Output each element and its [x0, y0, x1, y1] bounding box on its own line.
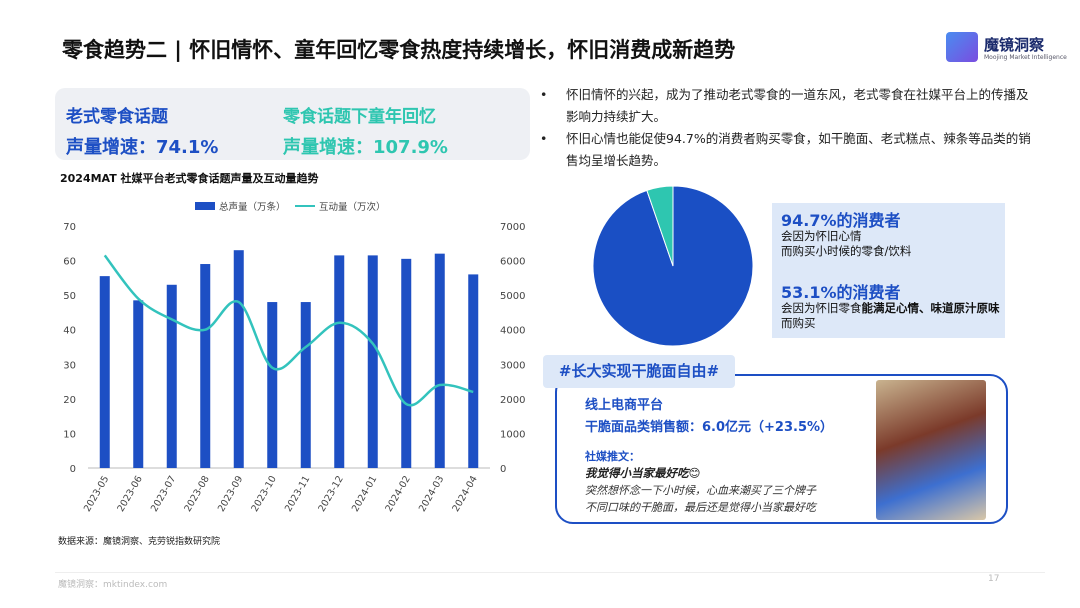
bullet: • 怀旧情怀的兴起，成为了推动老式零食的一道东风，老式零食在社媒平台上的传播及影响…: [540, 84, 1040, 128]
note-text: 会因为怀旧零食能满足心情、味道原汁原味而购买: [781, 301, 1001, 331]
bullets: • 怀旧情怀的兴起，成为了推动老式零食的一道东风，老式零食在社媒平台上的传播及影响…: [540, 84, 1040, 172]
pie-chart: [592, 185, 754, 347]
stat-label: 老式零食话题: [66, 107, 168, 127]
bullet: • 怀旧心情也能促使94.7%的消费者购买零食，如干脆面、老式糕点、辣条等品类的销…: [540, 128, 1040, 172]
bullet-text: 怀旧心情也能促使94.7%的消费者购买零食，如干脆面、老式糕点、辣条等品类的销售…: [566, 131, 1031, 168]
page-number: 17: [988, 574, 1000, 584]
bar: [367, 255, 378, 468]
logo-mark: [946, 32, 978, 62]
y-tick-label: 10: [63, 429, 76, 440]
note-text: 会因为怀旧心情 而购买小时候的零食/饮料: [781, 229, 911, 259]
bar: [233, 250, 244, 468]
case-platform: 线上电商平台: [585, 398, 664, 413]
x-tick-label: 2024-02: [383, 474, 412, 514]
x-tick-label: 2024-04: [450, 474, 479, 514]
brand: 魔镜洞察: [984, 36, 1045, 54]
post-line: 突然想怀念一下小时候，心血来潮买了三个牌子: [585, 484, 816, 497]
case-post-body: 突然想怀念一下小时候，心血来潮买了三个牌子 不同口味的干脆面，最后还是觉得小当家最…: [585, 482, 816, 516]
y2-tick-label: 6000: [500, 257, 525, 268]
y2-tick-label: 4000: [500, 326, 525, 337]
note-line: 会因为怀旧心情: [781, 229, 862, 243]
pie-slice: [646, 185, 674, 267]
x-tick-label: 2023-08: [182, 474, 211, 514]
bar: [166, 284, 177, 468]
y-tick-label: 50: [63, 291, 76, 302]
footer-rule: [55, 572, 1045, 573]
source: 数据来源：魔镜洞察、克劳锐指数研究院: [58, 537, 221, 547]
legend-swatch: [195, 202, 215, 210]
combo-chart: 2024MAT 社媒平台老式零食话题声量及互动量趋势 0 10 20 30 40 50 60 7…: [60, 171, 525, 514]
y2-tick-label: 7000: [500, 222, 525, 233]
bar: [300, 302, 311, 468]
note-part: 会因为怀旧零食: [781, 301, 862, 315]
stats-box: [55, 88, 530, 160]
bar: [267, 302, 278, 468]
y2-tick-label: 0: [500, 464, 506, 475]
case-box: [555, 374, 1008, 524]
x-tick-label: 2024-03: [417, 474, 446, 514]
x-tick-label: 2023-11: [283, 474, 312, 514]
bullet-text: 怀旧情怀的兴起，成为了推动老式零食的一道东风，老式零食在社媒平台上的传播及影响力…: [566, 87, 1029, 124]
note-bold: 能满足心情、味道原汁原味: [861, 301, 1000, 315]
y2-tick-label: 5000: [500, 291, 525, 302]
slide-title: 零食趋势二 | 怀旧情怀、童年回忆零食热度持续增长，怀旧消费成新趋势: [62, 38, 736, 62]
legend-label: 互动量（万次）: [319, 201, 386, 213]
stat-value: 声量增速：74.1%: [66, 137, 219, 158]
pie-note-box: [772, 203, 1005, 338]
y2-tick-label: 3000: [500, 360, 525, 371]
line: [103, 254, 474, 407]
bar: [401, 258, 412, 468]
bar: [468, 274, 479, 468]
y2-tick-label: 1000: [500, 429, 525, 440]
x-tick-label: 2024-01: [350, 474, 379, 514]
x-tick-label: 2023-06: [115, 474, 144, 514]
product-photo: [876, 380, 986, 520]
case-tag: #长大实现干脆面自由#: [543, 355, 735, 388]
bar: [99, 276, 110, 468]
y-tick-label: 0: [70, 464, 76, 475]
note-head: 94.7%的消费者: [781, 211, 901, 230]
y-tick-label: 20: [63, 395, 76, 406]
y-tick-label: 70: [63, 222, 76, 233]
y2-tick-label: 2000: [500, 395, 525, 406]
x-tick-label: 2023-10: [249, 474, 278, 514]
note-part: 而购买: [781, 316, 816, 330]
brand-sub: Moojing Market Intelligence: [984, 54, 1067, 61]
case-post-label: 社媒推文：: [585, 450, 640, 463]
note-line: 而购买小时候的零食/饮料: [781, 244, 912, 258]
case-post-title: 我觉得小当家最好吃😊: [585, 466, 701, 480]
x-tick-label: 2023-05: [82, 474, 111, 514]
chart-title: 2024MAT 社媒平台老式零食话题声量及互动量趋势: [60, 171, 319, 185]
bar: [133, 300, 144, 468]
bar: [334, 255, 345, 468]
stat-value: 声量增速：107.9%: [283, 137, 448, 158]
y-tick-label: 30: [63, 360, 76, 371]
legend-label: 总声量（万条）: [219, 201, 286, 213]
y-tick-label: 60: [63, 257, 76, 268]
y-tick-label: 40: [63, 326, 76, 337]
note-head: 53.1%的消费者: [781, 283, 901, 302]
bar: [200, 264, 211, 468]
x-tick-label: 2023-07: [149, 474, 178, 514]
stat-label: 零食话题下童年回忆: [283, 107, 436, 127]
case-sales: 干脆面品类销售额：6.0亿元（+23.5%）: [585, 420, 834, 435]
x-tick-label: 2023-12: [316, 474, 345, 514]
post-line: 不同口味的干脆面，最后还是觉得小当家最好吃: [585, 501, 816, 514]
x-tick-label: 2023-09: [216, 474, 245, 514]
bar: [434, 253, 445, 468]
footer: 魔镜洞察：mktindex.com: [58, 580, 168, 590]
